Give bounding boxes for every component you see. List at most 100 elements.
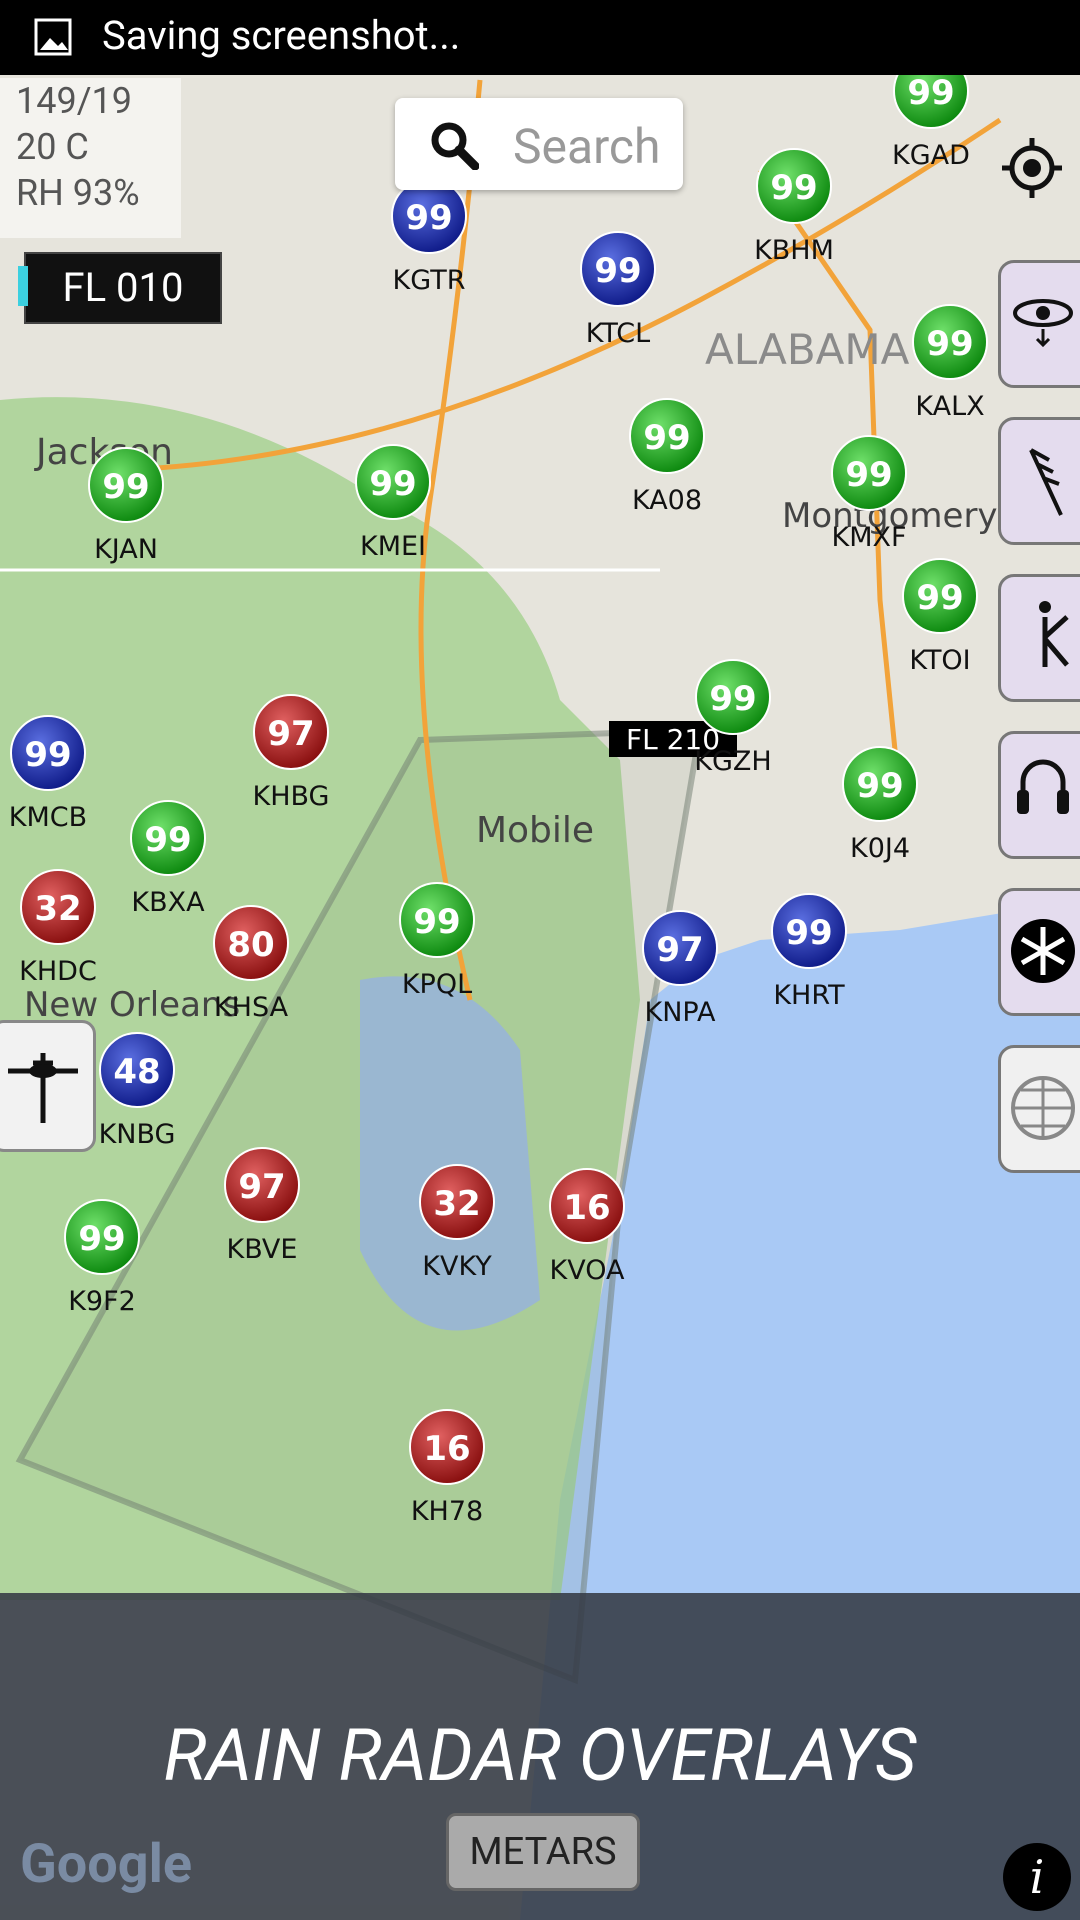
info-button[interactable]: i <box>1003 1843 1071 1911</box>
station-marker[interactable]: 32 KVKY <box>419 1164 495 1282</box>
station-marker[interactable]: 99 KHRT <box>771 893 847 1011</box>
side-button[interactable] <box>998 888 1080 1016</box>
station-id: KMXF <box>831 522 906 553</box>
metars-button[interactable]: METARS <box>446 1813 640 1891</box>
station-value: 99 <box>856 766 903 806</box>
station-marker[interactable]: 99 KMCB <box>9 715 87 833</box>
station-value: 99 <box>926 324 973 364</box>
station-marker[interactable]: 16 KVOA <box>549 1168 625 1286</box>
station-id: KHDC <box>19 956 97 987</box>
altitude-label[interactable]: FL 010 <box>24 252 222 324</box>
station-id: KALX <box>915 391 984 422</box>
station-value: 80 <box>227 925 274 965</box>
station-marker[interactable]: 99 KJAN <box>88 447 164 565</box>
station-id: KHSA <box>214 992 289 1023</box>
side-button-icon <box>1029 448 1063 516</box>
station-circle <box>580 231 656 307</box>
locate-button[interactable] <box>1000 136 1064 200</box>
station-marker[interactable]: 99 K0J4 <box>842 746 918 864</box>
station-value: 16 <box>563 1188 610 1228</box>
station-circle <box>130 800 206 876</box>
station-marker[interactable]: 99 KGTR <box>391 178 467 296</box>
station-circle <box>10 715 86 791</box>
station-id: KNPA <box>645 997 716 1028</box>
weather-info: 149/19 20 C RH 93% <box>0 78 181 238</box>
station-marker[interactable]: 99 KBHM <box>754 148 834 266</box>
station-value: 99 <box>369 464 416 504</box>
station-marker[interactable]: 97 KNPA <box>642 910 718 1028</box>
station-id: KGZH <box>694 746 771 777</box>
station-circle <box>831 435 907 511</box>
station-value: 99 <box>916 578 963 618</box>
station-marker[interactable]: 99 KTCL <box>580 231 656 349</box>
station-id: KBVE <box>227 1234 298 1265</box>
side-button[interactable] <box>998 260 1080 388</box>
station-circle <box>399 882 475 958</box>
radar-water <box>360 976 540 1331</box>
station-value: 99 <box>405 198 452 238</box>
station-id: K0J4 <box>850 833 910 864</box>
station-value: 48 <box>113 1052 160 1092</box>
station-value: 99 <box>144 820 191 860</box>
station-id: KMCB <box>9 802 87 833</box>
station-marker[interactable]: 99 KMEI <box>355 444 431 562</box>
aircraft-button[interactable] <box>0 1020 96 1152</box>
station-id: KPQL <box>402 969 472 1000</box>
station-circle <box>695 659 771 735</box>
station-circle <box>409 1409 485 1485</box>
station-id: KGTR <box>393 265 466 296</box>
station-marker[interactable]: 80 KHSA <box>213 905 289 1023</box>
altitude-handle <box>18 266 28 306</box>
search-placeholder: Search <box>513 118 661 175</box>
weather-line: 20 C <box>16 126 89 168</box>
station-circle <box>253 694 329 770</box>
side-button-icon <box>1011 1076 1075 1140</box>
weather-line: RH 93% <box>16 172 140 214</box>
station-circle <box>842 746 918 822</box>
station-id: KH78 <box>411 1496 483 1527</box>
station-marker[interactable]: 99 K9F2 <box>64 1199 140 1317</box>
station-marker[interactable]: 99 KTOI <box>902 558 978 676</box>
station-value: 99 <box>770 168 817 208</box>
side-button[interactable] <box>998 574 1080 702</box>
station-marker[interactable]: 48 KNBG <box>99 1032 176 1150</box>
side-button[interactable] <box>998 1045 1080 1173</box>
station-marker[interactable]: 97 KBVE <box>224 1147 300 1265</box>
station-id: KBHM <box>754 235 834 266</box>
station-id: KNBG <box>99 1119 176 1150</box>
road <box>119 117 1002 473</box>
station-marker[interactable]: 99 KPQL <box>399 882 475 1000</box>
station-value: 99 <box>78 1219 125 1259</box>
place-label: ALABAMA <box>705 325 910 374</box>
place-label: New Orleans <box>24 985 240 1025</box>
station-id: KGAD <box>892 140 970 171</box>
station-marker[interactable]: 97 KHBG <box>253 694 330 812</box>
station-id: KVKY <box>422 1251 492 1282</box>
station-marker[interactable]: 99 KBXA <box>130 800 206 918</box>
station-circle <box>912 304 988 380</box>
station-value: 99 <box>643 418 690 458</box>
side-button-icon <box>1017 759 1069 814</box>
station-id: KTOI <box>909 645 970 676</box>
search-box[interactable]: Search <box>395 98 683 190</box>
station-id: KA08 <box>632 485 702 516</box>
station-value: 97 <box>267 714 314 754</box>
station-value: 99 <box>24 735 71 775</box>
station-marker[interactable]: 99 KA08 <box>629 398 705 516</box>
side-button[interactable] <box>998 417 1080 545</box>
station-id: K9F2 <box>68 1286 136 1317</box>
station-marker[interactable]: 16 KH78 <box>409 1409 485 1527</box>
side-button[interactable] <box>998 731 1080 859</box>
image-icon <box>34 18 72 56</box>
station-marker[interactable]: 99 KGZH <box>694 659 772 777</box>
station-value: 97 <box>238 1167 285 1207</box>
station-marker[interactable]: 99 KMXF <box>831 435 907 553</box>
station-marker[interactable]: 99 KALX <box>912 304 988 422</box>
station-circle <box>224 1147 300 1223</box>
station-circle <box>642 910 718 986</box>
station-circle <box>213 905 289 981</box>
station-id: KHBG <box>253 781 330 812</box>
station-value: 99 <box>102 467 149 507</box>
station-marker[interactable]: 32 KHDC <box>19 869 97 987</box>
search-icon <box>431 122 479 170</box>
